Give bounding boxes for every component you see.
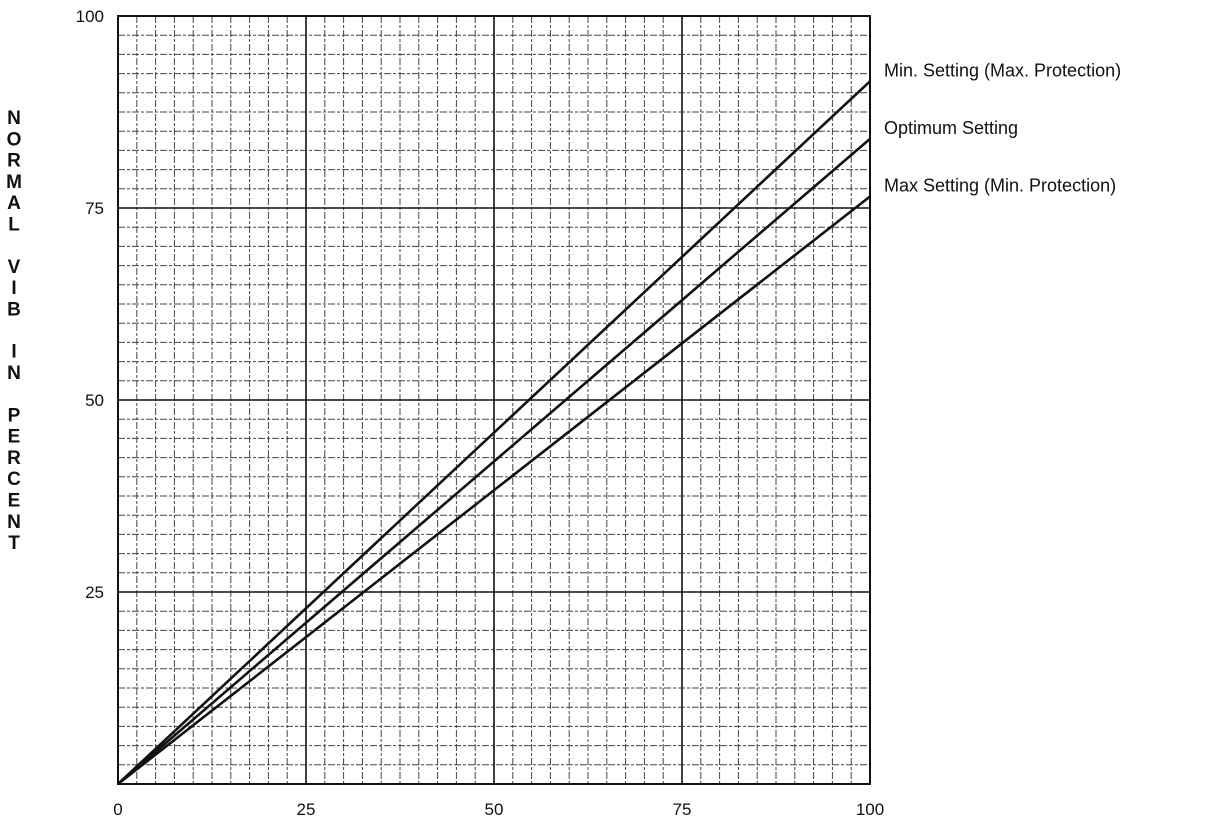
series-line-2 (117, 137, 871, 785)
x-tick-label: 100 (856, 800, 884, 819)
x-tick-label: 50 (485, 800, 504, 819)
y-tick-label: 75 (85, 199, 104, 218)
x-tick-label: 0 (113, 800, 122, 819)
x-tick-label: 75 (673, 800, 692, 819)
x-tick-label: 25 (297, 800, 316, 819)
series-lines (117, 80, 871, 786)
y-tick-labels: 25 50 75 100 (76, 7, 104, 602)
x-tick-labels: 0 25 50 75 100 (113, 800, 884, 819)
series-labels: Min. Setting (Max. Protection) Optimum Se… (884, 60, 1121, 195)
series-line-3 (117, 195, 871, 786)
y-tick-label: 50 (85, 391, 104, 410)
plot-frame (117, 15, 871, 785)
series-label-2: Optimum Setting (884, 118, 1018, 138)
major-gridlines (118, 16, 870, 784)
series-label-3: Max Setting (Min. Protection) (884, 175, 1116, 195)
y-tick-label: 100 (76, 7, 104, 26)
y-tick-label: 25 (85, 583, 104, 602)
series-line-1 (117, 80, 871, 785)
y-axis-label: N O R M A L V I B I N P E R C E N T (6, 108, 22, 554)
series-label-1: Min. Setting (Max. Protection) (884, 60, 1121, 80)
